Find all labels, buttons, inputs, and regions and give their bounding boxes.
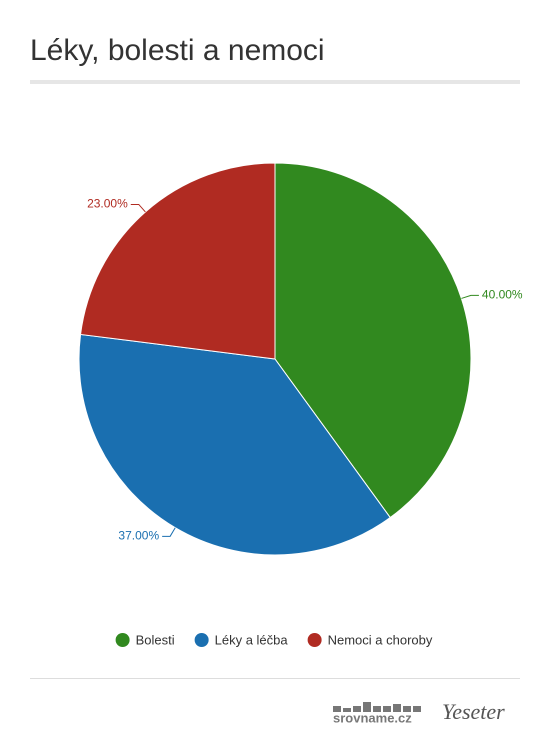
leader-line [461,294,479,299]
data-label: 37.00% [118,528,159,542]
title-rule [30,80,520,84]
legend-marker [115,633,130,647]
legend-label: Bolesti [136,632,175,647]
leader-line [130,203,146,213]
data-label: 40.00% [482,288,523,302]
legend-marker [194,633,209,647]
pie-slice [78,333,391,556]
brand-yeseter: Yeseter [442,699,505,724]
srovname-logo [333,702,421,712]
leader-line [162,527,176,537]
chart-title: Léky, bolesti a nemoci [30,34,325,67]
pie-slice [274,162,472,519]
footer-rule [30,678,520,679]
pie-slice [79,162,276,360]
brand-srovname: srovname.cz [333,710,412,725]
legend-marker [307,633,322,647]
legend-label: Nemoci a choroby [328,632,433,647]
data-label: 23.00% [87,197,128,211]
legend-label: Léky a léčba [215,632,289,647]
